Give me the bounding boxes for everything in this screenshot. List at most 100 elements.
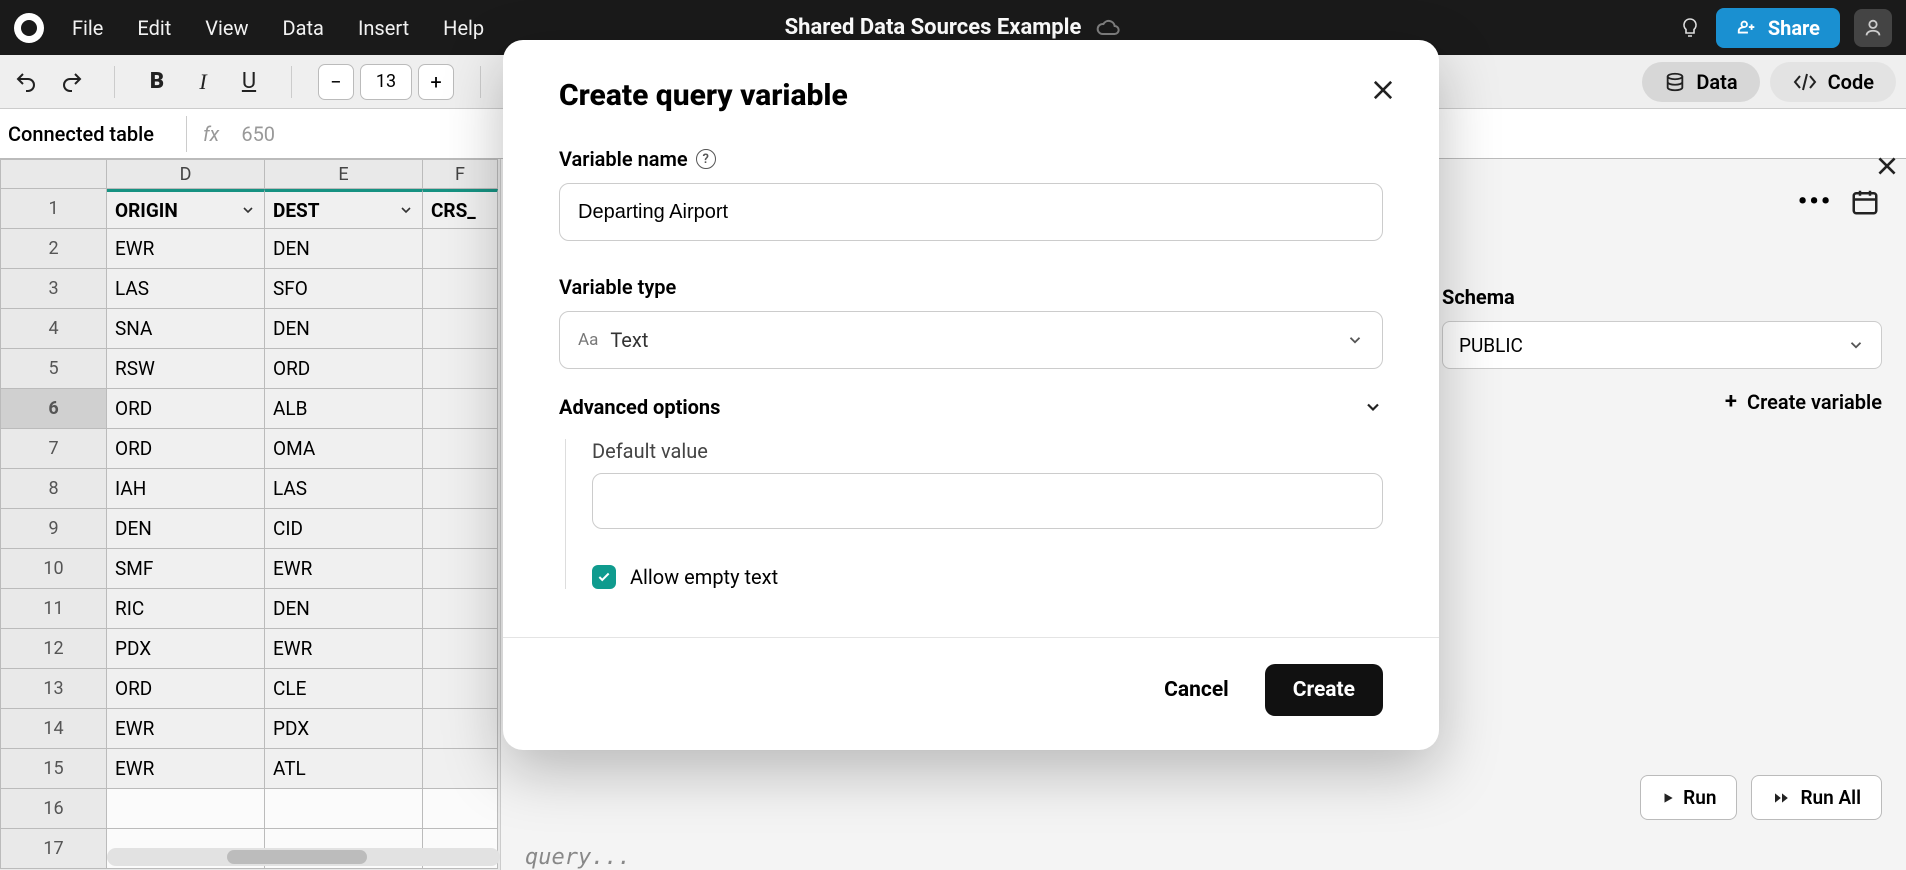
undo-button[interactable] bbox=[10, 66, 42, 98]
chevron-down-icon[interactable] bbox=[240, 202, 256, 218]
cell[interactable] bbox=[423, 269, 498, 309]
user-menu[interactable] bbox=[1854, 9, 1892, 47]
formula-value[interactable]: 650 bbox=[241, 122, 275, 146]
table-row[interactable]: 12PDXEWR bbox=[0, 629, 500, 669]
cell[interactable] bbox=[265, 789, 423, 829]
cell[interactable] bbox=[423, 349, 498, 389]
cell[interactable]: EWR bbox=[107, 709, 265, 749]
bold-button[interactable]: B bbox=[141, 66, 173, 98]
table-row[interactable]: 7ORDOMA bbox=[0, 429, 500, 469]
share-button[interactable]: Share bbox=[1716, 8, 1840, 48]
cell[interactable]: EWR bbox=[265, 629, 423, 669]
lightbulb-icon[interactable] bbox=[1678, 16, 1702, 40]
table-row[interactable]: 2EWRDEN bbox=[0, 229, 500, 269]
tab-data[interactable]: Data bbox=[1642, 62, 1759, 102]
col-header-e[interactable]: E bbox=[265, 159, 423, 189]
row-number[interactable]: 9 bbox=[0, 509, 107, 549]
menu-file[interactable]: File bbox=[72, 16, 103, 40]
redo-button[interactable] bbox=[56, 66, 88, 98]
cell[interactable] bbox=[423, 589, 498, 629]
row-number[interactable]: 1 bbox=[0, 189, 107, 229]
spreadsheet[interactable]: D E F 1ORIGINDESTCRS_2EWRDEN3LASSFO4SNAD… bbox=[0, 159, 500, 870]
row-number[interactable]: 5 bbox=[0, 349, 107, 389]
table-row[interactable]: 13ORDCLE bbox=[0, 669, 500, 709]
cell[interactable]: ATL bbox=[265, 749, 423, 789]
table-row[interactable]: 1ORIGINDESTCRS_ bbox=[0, 189, 500, 229]
row-number[interactable]: 13 bbox=[0, 669, 107, 709]
create-variable-button[interactable]: + Create variable bbox=[1442, 389, 1882, 414]
cell[interactable]: ORD bbox=[265, 349, 423, 389]
cell[interactable] bbox=[423, 549, 498, 589]
cell[interactable]: LAS bbox=[107, 269, 265, 309]
menu-edit[interactable]: Edit bbox=[137, 16, 171, 40]
table-row[interactable]: 10SMFEWR bbox=[0, 549, 500, 589]
cell[interactable] bbox=[423, 629, 498, 669]
cell[interactable]: ORD bbox=[107, 389, 265, 429]
cell[interactable] bbox=[423, 389, 498, 429]
row-number[interactable]: 14 bbox=[0, 709, 107, 749]
variable-type-select[interactable]: Aa Text bbox=[559, 311, 1383, 369]
table-row[interactable]: 6ORDALB bbox=[0, 389, 500, 429]
table-row[interactable]: 15EWRATL bbox=[0, 749, 500, 789]
more-icon[interactable]: ••• bbox=[1798, 185, 1832, 219]
variable-name-input[interactable] bbox=[559, 183, 1383, 241]
cell[interactable] bbox=[423, 509, 498, 549]
cell[interactable] bbox=[423, 669, 498, 709]
table-row[interactable]: 14EWRPDX bbox=[0, 709, 500, 749]
calendar-icon[interactable] bbox=[1848, 185, 1882, 219]
modal-close-icon[interactable] bbox=[1369, 76, 1397, 104]
cancel-button[interactable]: Cancel bbox=[1150, 664, 1243, 716]
row-number[interactable]: 8 bbox=[0, 469, 107, 509]
row-number[interactable]: 3 bbox=[0, 269, 107, 309]
row-number[interactable]: 2 bbox=[0, 229, 107, 269]
horizontal-scrollbar[interactable] bbox=[107, 848, 500, 866]
row-number[interactable]: 17 bbox=[0, 829, 107, 869]
cell[interactable]: CLE bbox=[265, 669, 423, 709]
cell[interactable] bbox=[423, 229, 498, 269]
cell[interactable]: SNA bbox=[107, 309, 265, 349]
cell[interactable]: ORD bbox=[107, 669, 265, 709]
row-number[interactable]: 4 bbox=[0, 309, 107, 349]
italic-button[interactable]: I bbox=[187, 66, 219, 98]
row-number[interactable]: 7 bbox=[0, 429, 107, 469]
advanced-options-toggle[interactable]: Advanced options bbox=[559, 395, 1383, 419]
allow-empty-checkbox[interactable] bbox=[592, 565, 616, 589]
cell[interactable]: RIC bbox=[107, 589, 265, 629]
col-header-f[interactable]: F bbox=[423, 159, 498, 189]
cell[interactable] bbox=[423, 429, 498, 469]
menu-insert[interactable]: Insert bbox=[358, 16, 409, 40]
table-row[interactable]: 5RSWORD bbox=[0, 349, 500, 389]
font-size-increase[interactable]: + bbox=[418, 64, 454, 100]
cell[interactable]: EWR bbox=[107, 749, 265, 789]
menu-help[interactable]: Help bbox=[443, 16, 484, 40]
font-size-value[interactable]: 13 bbox=[360, 64, 412, 100]
create-button[interactable]: Create bbox=[1265, 664, 1383, 716]
cell[interactable] bbox=[423, 789, 498, 829]
cell[interactable]: ORD bbox=[107, 429, 265, 469]
table-row[interactable]: 9DENCID bbox=[0, 509, 500, 549]
cell[interactable]: EWR bbox=[265, 549, 423, 589]
cell[interactable]: DEN bbox=[265, 229, 423, 269]
document-title[interactable]: Shared Data Sources Example bbox=[785, 15, 1082, 40]
table-row[interactable]: 8IAHLAS bbox=[0, 469, 500, 509]
row-number[interactable]: 15 bbox=[0, 749, 107, 789]
cell[interactable] bbox=[423, 469, 498, 509]
chevron-down-icon[interactable] bbox=[398, 202, 414, 218]
cell[interactable]: OMA bbox=[265, 429, 423, 469]
name-label[interactable]: Connected table bbox=[8, 122, 170, 146]
row-number[interactable]: 11 bbox=[0, 589, 107, 629]
row-number[interactable]: 10 bbox=[0, 549, 107, 589]
cell[interactable]: RSW bbox=[107, 349, 265, 389]
table-row[interactable]: 4SNADEN bbox=[0, 309, 500, 349]
panel-close-icon[interactable] bbox=[1874, 153, 1900, 179]
run-button[interactable]: Run bbox=[1640, 775, 1737, 820]
table-row[interactable]: 3LASSFO bbox=[0, 269, 500, 309]
row-number[interactable]: 6 bbox=[0, 389, 107, 429]
cell[interactable] bbox=[423, 309, 498, 349]
app-logo[interactable] bbox=[14, 13, 44, 43]
schema-select[interactable]: PUBLIC bbox=[1442, 321, 1882, 369]
cell[interactable]: DEN bbox=[265, 309, 423, 349]
menu-view[interactable]: View bbox=[205, 16, 248, 40]
cell[interactable]: DEN bbox=[265, 589, 423, 629]
cell[interactable]: PDX bbox=[265, 709, 423, 749]
